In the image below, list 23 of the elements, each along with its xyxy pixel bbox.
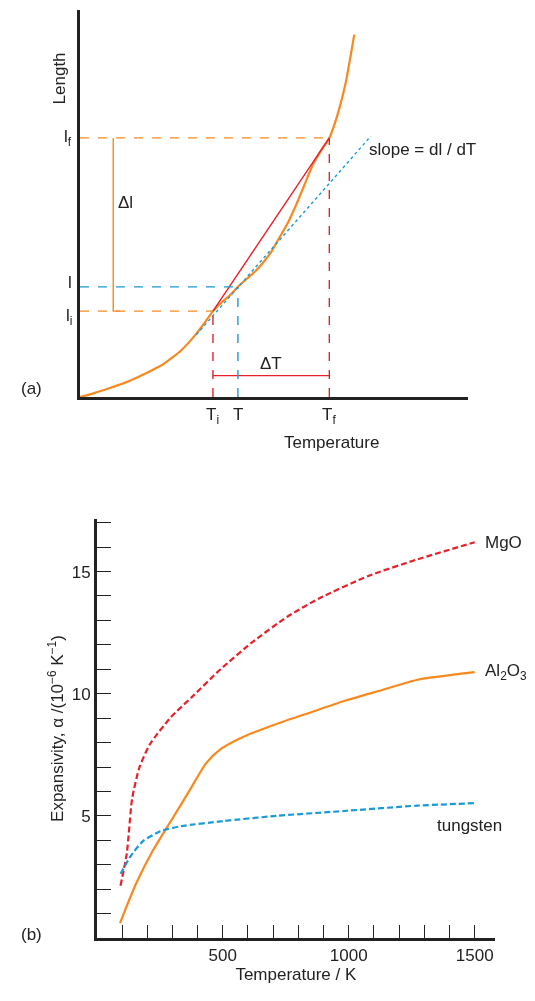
text: l [68, 273, 72, 292]
series-label: MgO [485, 533, 522, 552]
text: T$_{i}$ [206, 405, 220, 427]
text: T$_{f}$ [322, 405, 337, 427]
text: T [233, 405, 244, 424]
text: (b) [21, 925, 42, 944]
y-tick-label: 15 [71, 562, 91, 582]
series-label: tungsten [437, 816, 503, 835]
y-axis-title: Length [50, 52, 70, 105]
y-tick-label: 5 [81, 806, 91, 826]
text: l$_{i}$ [66, 306, 73, 328]
x-axis-title: Temperature / K [235, 965, 357, 985]
x-axis-title: Temperature [284, 433, 380, 452]
y-tick-label: 10 [71, 684, 91, 704]
annotation: ΔT [260, 354, 282, 373]
text: l$_{f}$ [64, 127, 72, 149]
series-label: Al$_{2}$O$_{3}$ [485, 661, 527, 683]
x-tick-label: 1000 [329, 946, 368, 966]
x-tick-label: 1500 [455, 946, 494, 966]
annotation: slope = dl / dT [369, 140, 477, 159]
annotation: Δl [118, 193, 134, 212]
x-tick-label: 500 [208, 946, 237, 966]
text: (a) [21, 379, 42, 398]
